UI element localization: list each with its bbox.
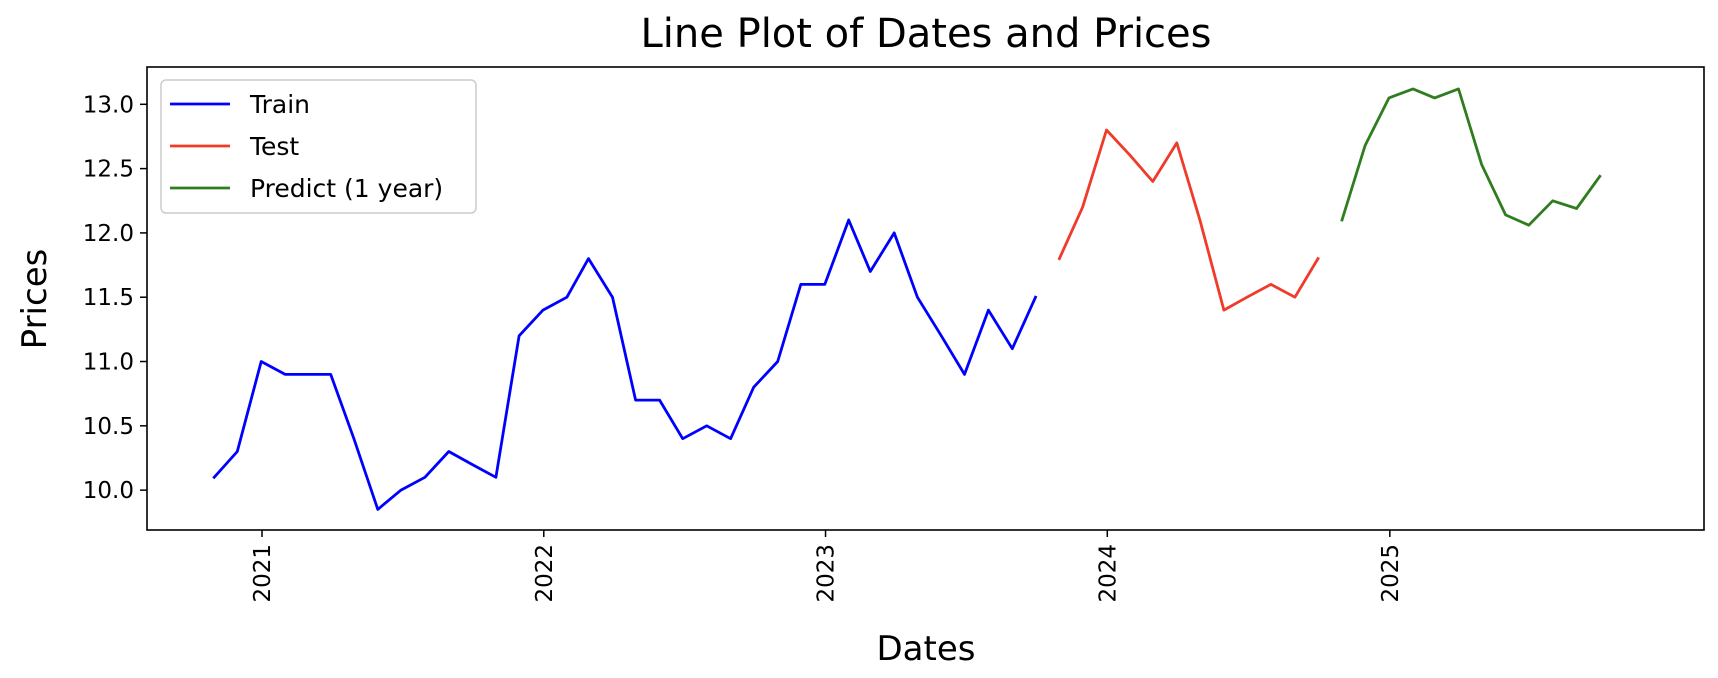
plot-area bbox=[146, 66, 1705, 531]
y-axis: 10.0 10.5 11.0 11.5 12.0 12.5 13.0 bbox=[83, 92, 147, 504]
y-tick-label: 10.0 bbox=[83, 478, 134, 504]
y-tick-label: 12.0 bbox=[83, 221, 134, 247]
legend-entry-label: Predict (1 year) bbox=[250, 174, 443, 203]
series-lines bbox=[212, 87, 1602, 511]
x-axis: 2021 2022 2023 2024 2025 bbox=[250, 530, 1404, 603]
legend-box bbox=[160, 79, 477, 214]
series-line-test bbox=[1057, 128, 1320, 312]
y-tick-label: 13.0 bbox=[83, 92, 134, 118]
x-tick-label: 2024 bbox=[1095, 544, 1121, 603]
y-tick-label: 11.5 bbox=[83, 285, 134, 311]
legend: Train Test Predict (1 year) bbox=[160, 79, 477, 214]
y-tick-label: 12.5 bbox=[83, 157, 134, 183]
y-tick-label: 11.0 bbox=[83, 350, 134, 376]
y-tick-label: 10.5 bbox=[83, 414, 134, 440]
y-axis-label: Prices bbox=[15, 249, 55, 350]
x-tick-label: 2021 bbox=[250, 544, 276, 603]
x-tick-label: 2025 bbox=[1378, 544, 1404, 603]
x-axis-label: Dates bbox=[877, 629, 976, 669]
x-tick-label: 2022 bbox=[532, 544, 558, 603]
chart-title: Line Plot of Dates and Prices bbox=[641, 11, 1212, 57]
series-line-predict-1-year bbox=[1340, 87, 1602, 227]
x-tick-label: 2023 bbox=[814, 544, 840, 603]
legend-entry-label: Test bbox=[249, 132, 299, 161]
legend-entry-label: Train bbox=[249, 90, 310, 119]
series-line-train bbox=[212, 218, 1038, 511]
